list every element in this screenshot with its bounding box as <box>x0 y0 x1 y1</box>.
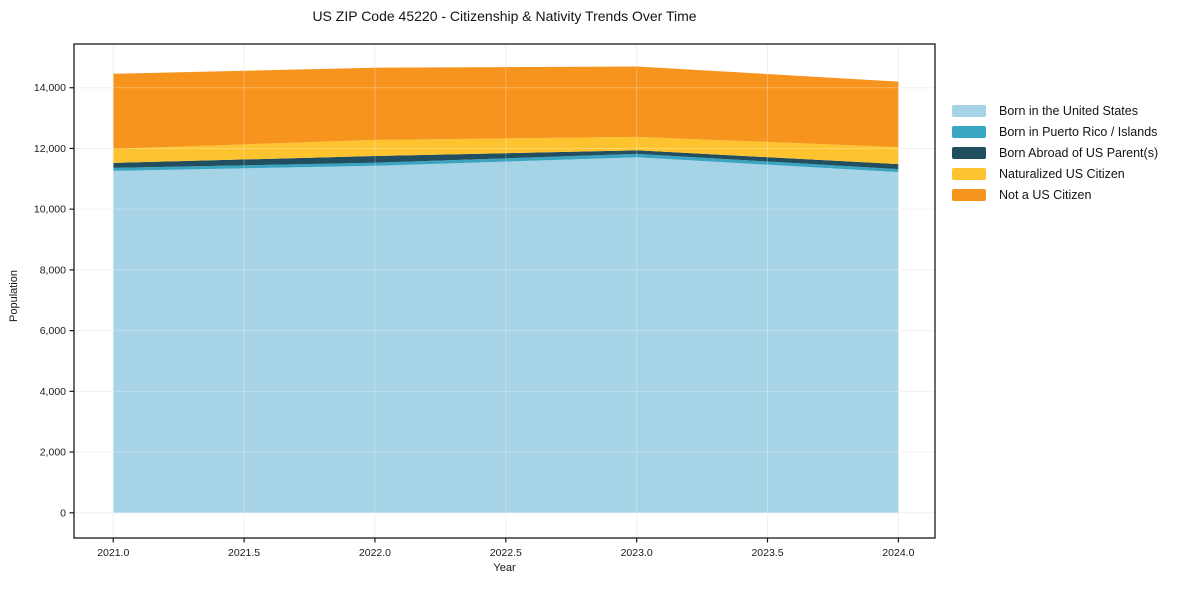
y-axis-label: Population <box>8 270 20 322</box>
legend-label: Not a US Citizen <box>999 187 1092 202</box>
legend-swatch <box>952 125 986 138</box>
x-tick-label: 2021.5 <box>228 547 260 559</box>
y-tick-label: 8,000 <box>40 264 66 276</box>
y-tick-label: 10,000 <box>34 204 66 216</box>
x-axis-label: Year <box>493 562 516 574</box>
area-born-abroad-of-us-parent-s- <box>113 150 899 170</box>
legend-item: Not a US Citizen <box>952 187 1158 202</box>
area-born-in-the-united-states <box>113 157 899 513</box>
legend-item: Naturalized US Citizen <box>952 166 1158 181</box>
legend-swatch <box>952 167 986 180</box>
area-not-a-us-citizen <box>113 66 899 149</box>
legend-swatch <box>952 146 986 159</box>
area-born-in-puerto-rico-islands <box>113 153 899 173</box>
y-tick-label: 2,000 <box>40 447 66 459</box>
y-tick-label: 4,000 <box>40 386 66 398</box>
legend-item: Born in Puerto Rico / Islands <box>952 124 1158 139</box>
x-tick-label: 2023.0 <box>621 547 653 559</box>
x-tick-label: 2021.0 <box>97 547 129 559</box>
y-tick-label: 0 <box>60 507 66 519</box>
legend-item: Born Abroad of US Parent(s) <box>952 145 1159 160</box>
chart-title: US ZIP Code 45220 - Citizenship & Nativi… <box>312 8 697 24</box>
legend-label: Naturalized US Citizen <box>999 166 1125 181</box>
legend-label: Born in Puerto Rico / Islands <box>999 124 1158 139</box>
x-tick-label: 2022.5 <box>490 547 522 559</box>
x-tick-label: 2024.0 <box>882 547 914 559</box>
x-tick-label: 2023.5 <box>751 547 783 559</box>
legend-label: Born Abroad of US Parent(s) <box>999 145 1159 160</box>
y-tick-label: 12,000 <box>34 143 66 155</box>
legend-swatch <box>952 104 986 117</box>
legend-item: Born in the United States <box>952 103 1158 118</box>
legend-swatch <box>952 188 986 201</box>
legend: Born in the United States Born in Puerto … <box>952 103 1159 202</box>
area-naturalized-us-citizen <box>113 136 899 165</box>
legend-label: Born in the United States <box>999 103 1138 118</box>
x-tick-label: 2022.0 <box>359 547 391 559</box>
y-tick-label: 14,000 <box>34 82 66 94</box>
plot-border <box>73 43 936 539</box>
y-tick-label: 6,000 <box>40 325 66 337</box>
